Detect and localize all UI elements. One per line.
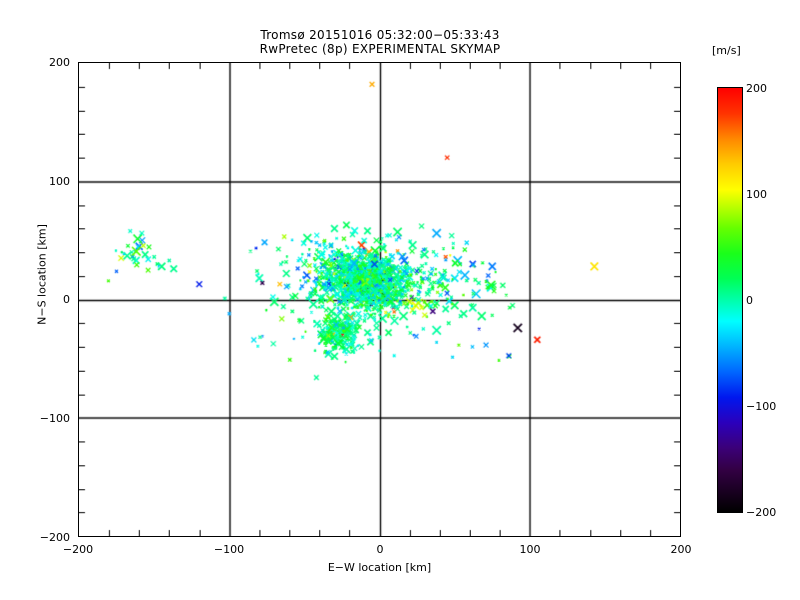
- colorbar-tick-neg100: −100: [746, 400, 777, 413]
- plot-area: [78, 62, 681, 537]
- scatter-canvas: [79, 63, 680, 536]
- xtick-label-4: 200: [670, 543, 692, 556]
- xtick-label-2: 0: [376, 543, 384, 556]
- colorbar-tick-neg200: −200: [746, 506, 777, 519]
- ytick-label-neg200: −200: [39, 531, 70, 544]
- x-axis-label: E−W location [km]: [327, 561, 432, 574]
- colorbar: [717, 87, 743, 513]
- colorbar-tick-200: 200: [746, 82, 767, 95]
- xtick-label-3: 100: [519, 543, 541, 556]
- ytick-label-100: 100: [49, 175, 70, 188]
- title-line-2: RwPretec (8p) EXPERIMENTAL SKYMAP: [259, 42, 501, 56]
- ytick-label-200: 200: [49, 56, 70, 69]
- ytick-label-0: 0: [63, 293, 70, 306]
- colorbar-tick-100: 100: [746, 188, 767, 201]
- y-axis-label: N−S location [km]: [35, 224, 49, 325]
- colorbar-gradient: [717, 87, 743, 513]
- title-line-1: Tromsø 20151016 05:32:00−05:33:43: [260, 28, 500, 42]
- xtick-label-1: −100: [213, 543, 245, 556]
- colorbar-unit-label: [m/s]: [712, 44, 741, 57]
- xtick-label-0: −200: [62, 543, 94, 556]
- figure-title: Tromsø 20151016 05:32:00−05:33:43 RwPret…: [0, 28, 760, 56]
- ytick-label-neg100: −100: [39, 412, 70, 425]
- colorbar-tick-0: 0: [746, 294, 753, 307]
